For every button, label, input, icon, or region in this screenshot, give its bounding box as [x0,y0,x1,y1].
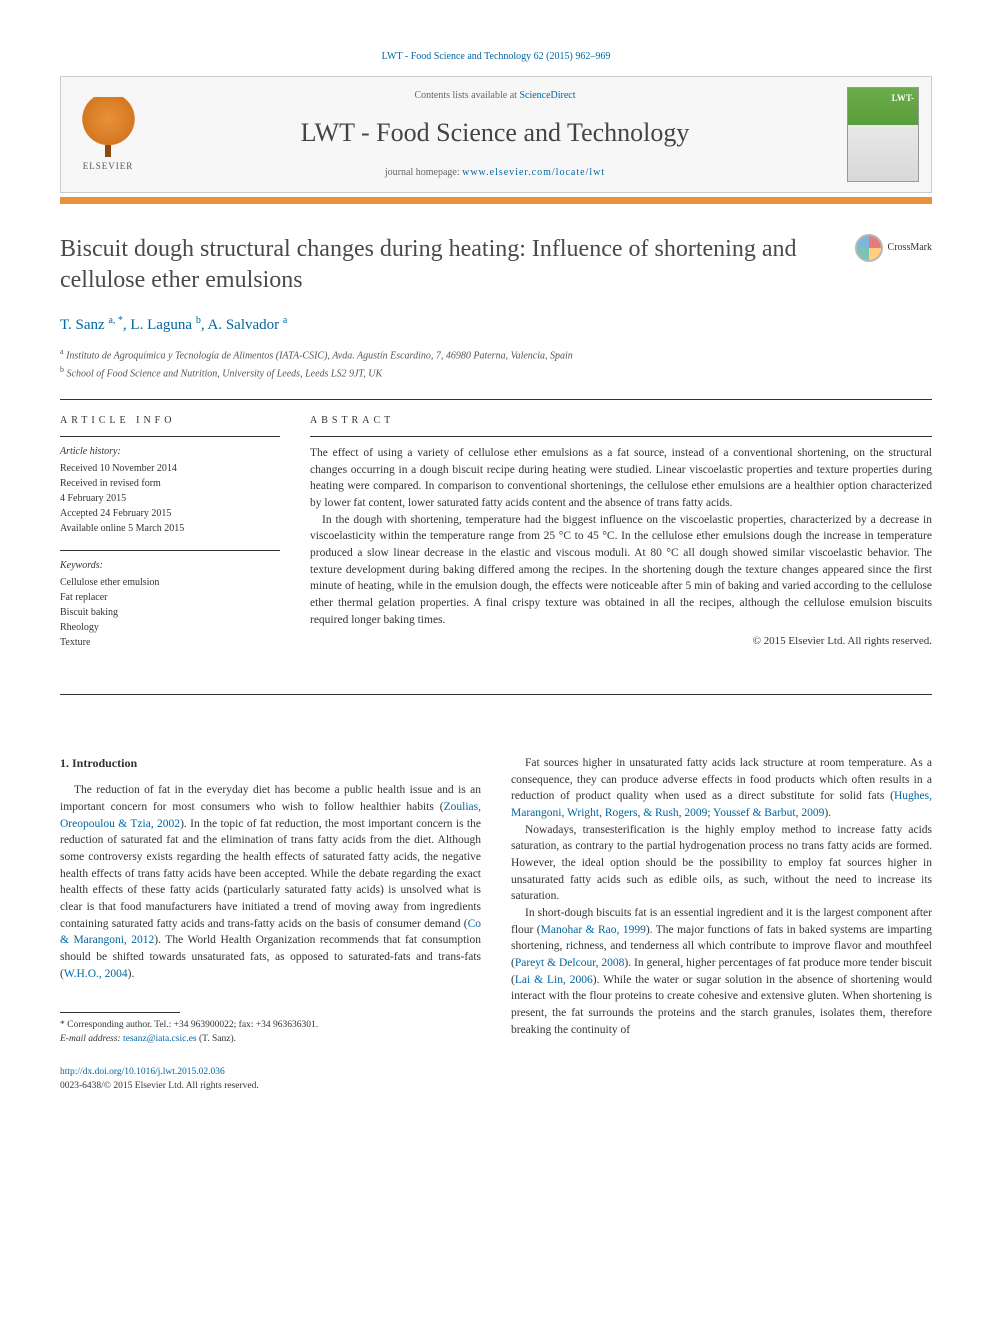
abstract-p1: The effect of using a variety of cellulo… [310,445,932,512]
homepage-line: journal homepage: www.elsevier.com/locat… [158,166,832,180]
body-column-right: Fat sources higher in unsaturated fatty … [511,755,932,1094]
issn-line: 0023-6438/© 2015 Elsevier Ltd. All right… [60,1080,481,1094]
orange-divider [60,197,932,204]
body-p2: Fat sources higher in unsaturated fatty … [511,755,932,822]
body-p4: In short-dough biscuits fat is an essent… [511,905,932,1038]
history-text: Received 10 November 2014Received in rev… [60,461,280,536]
corr-email: E-mail address: tesanz@iata.csic.es (T. … [60,1033,481,1046]
citation-line: LWT - Food Science and Technology 62 (20… [60,50,932,64]
ref-link[interactable]: Manohar & Rao, 1999 [541,924,646,936]
affiliation-a: a Instituto de Agroquímica y Tecnología … [60,346,932,363]
journal-cover-icon [847,87,919,182]
footnote-divider [60,1012,180,1013]
body-p3: Nowadays, transesterification is the hig… [511,822,932,905]
abstract-column: ABSTRACT The effect of using a variety o… [310,414,932,664]
crossmark-badge[interactable]: CrossMark [855,234,932,262]
divider [60,694,932,695]
publisher-name: ELSEVIER [83,160,134,173]
elsevier-logo: ELSEVIER [73,95,143,175]
keywords-label: Keywords: [60,559,280,573]
ref-link[interactable]: Lai & Lin, 2006 [515,974,593,986]
journal-name: LWT - Food Science and Technology [158,115,832,151]
crossmark-label: CrossMark [888,241,932,255]
divider [60,399,932,400]
corr-author: * Corresponding author. Tel.: +34 963900… [60,1019,481,1032]
copyright: © 2015 Elsevier Ltd. All rights reserved… [310,634,932,650]
abstract-p2: In the dough with shortening, temperatur… [310,512,932,629]
affiliations: a Instituto de Agroquímica y Tecnología … [60,346,932,381]
doi-link[interactable]: http://dx.doi.org/10.1016/j.lwt.2015.02.… [60,1067,225,1077]
ref-link[interactable]: W.H.O., 2004 [64,968,128,980]
body-column-left: 1. Introduction The reduction of fat in … [60,755,481,1094]
authors: T. Sanz a, *, L. Laguna b, A. Salvador a [60,314,932,336]
journal-header: ELSEVIER Contents lists available at Sci… [60,76,932,193]
article-title: Biscuit dough structural changes during … [60,234,855,296]
corresponding-footnote: * Corresponding author. Tel.: +34 963900… [60,1019,481,1046]
footer: http://dx.doi.org/10.1016/j.lwt.2015.02.… [60,1066,481,1094]
history-label: Article history: [60,445,280,459]
homepage-prefix: journal homepage: [385,167,462,178]
elsevier-tree-icon [81,97,136,152]
sciencedirect-link[interactable]: ScienceDirect [519,90,575,101]
ref-link[interactable]: Pareyt & Delcour, 2008 [515,957,625,969]
article-info-sidebar: ARTICLE INFO Article history: Received 1… [60,414,280,664]
article-info-heading: ARTICLE INFO [60,414,280,428]
keywords-text: Cellulose ether emulsionFat replacerBisc… [60,575,280,650]
contents-prefix: Contents lists available at [414,90,519,101]
affiliation-b: b School of Food Science and Nutrition, … [60,364,932,381]
intro-p1: The reduction of fat in the everyday die… [60,782,481,982]
intro-heading: 1. Introduction [60,755,481,772]
abstract-heading: ABSTRACT [310,414,932,428]
contents-available: Contents lists available at ScienceDirec… [158,89,832,103]
email-link[interactable]: tesanz@iata.csic.es [123,1034,197,1044]
body-text: 1. Introduction The reduction of fat in … [60,755,932,1094]
homepage-link[interactable]: www.elsevier.com/locate/lwt [462,167,605,178]
crossmark-icon [855,234,883,262]
